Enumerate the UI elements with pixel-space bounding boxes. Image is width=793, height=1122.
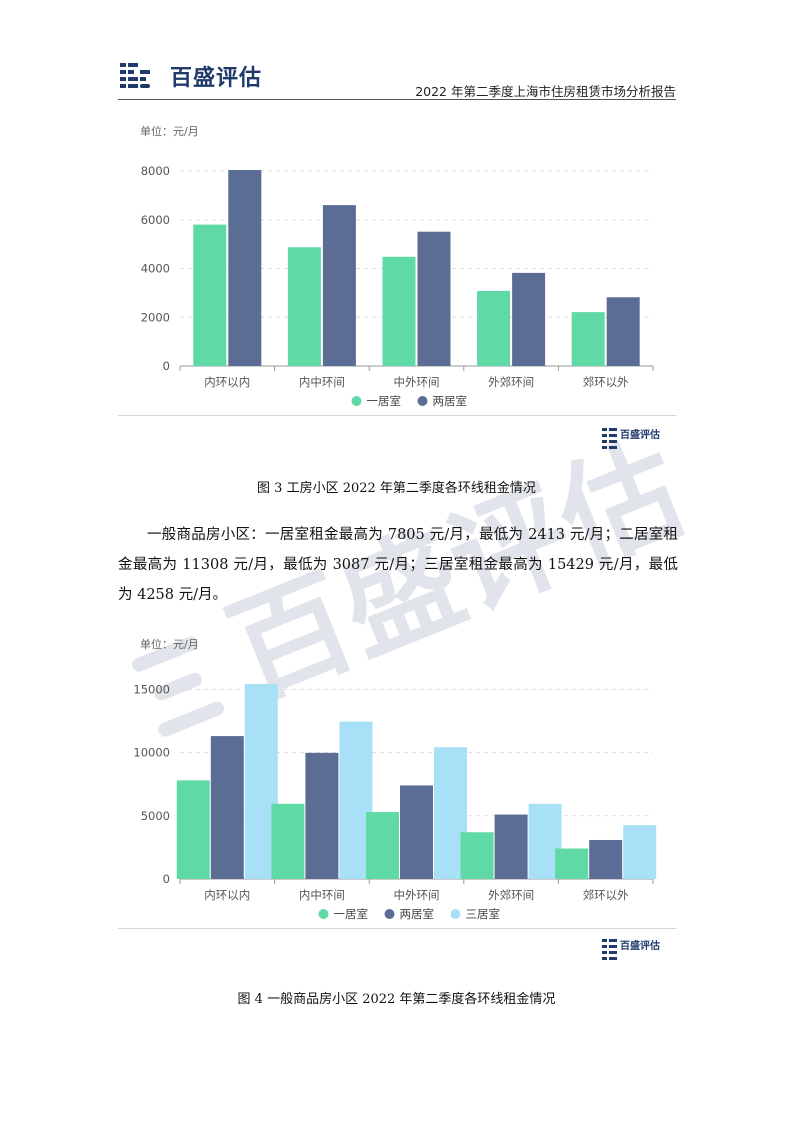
- legend-marker: [351, 396, 362, 406]
- chart-figure4-svg: 单位：元/月 0 5000 10000 15000 内环以内 内中环间 中外环间 外郊环间 郊环以…: [133, 637, 657, 921]
- x-tick-label: 郊环以外: [583, 375, 629, 389]
- company-logo: 百盛评估: [118, 60, 262, 92]
- bar: [366, 812, 399, 879]
- header-rule: [118, 99, 676, 100]
- figure3-caption: 图 3 工房小区 2022 年第二季度各环线租金情况: [257, 481, 536, 496]
- x-tick-label: 内环以内: [204, 888, 250, 902]
- bar: [555, 848, 589, 879]
- y-tick-label: 5000: [141, 809, 170, 823]
- x-tick-label: 内环以内: [204, 375, 250, 389]
- legend-marker: [384, 909, 395, 919]
- y-tick-label: 2000: [141, 310, 170, 324]
- mini-logo-text: 百盛评估: [620, 428, 660, 441]
- y-tick-label: 15000: [133, 682, 170, 696]
- chart-bottom-rule: [118, 415, 676, 416]
- mini-logo-icon: 百盛评估: [602, 939, 660, 960]
- bar: [193, 224, 227, 366]
- chart-figure4: 单位：元/月 0 5000 10000 15000 内环以内 内中环间 中外环间 外郊环间 郊环以…: [118, 628, 676, 968]
- bar: [400, 785, 433, 879]
- bar: [382, 256, 416, 366]
- bar: [417, 231, 451, 366]
- bar: [589, 839, 623, 879]
- report-title: 2022 年第二季度上海市住房租赁市场分析报告: [415, 84, 676, 99]
- bar: [460, 832, 494, 879]
- x-tick-label: 外郊环间: [488, 888, 534, 902]
- legend-label: 两居室: [433, 394, 468, 408]
- y-tick-label: 4000: [141, 262, 170, 276]
- unit-label: 单位：元/月: [140, 637, 199, 651]
- bar: [176, 780, 210, 879]
- x-tick-label: 内中环间: [299, 375, 345, 389]
- x-tick-label: 内中环间: [299, 888, 345, 902]
- bar: [606, 297, 640, 366]
- logo-mark-icon: [120, 63, 150, 88]
- bar: [210, 736, 244, 879]
- bar: [287, 247, 321, 366]
- bar: [228, 170, 262, 366]
- unit-label: 单位：元/月: [140, 124, 199, 138]
- legend-marker: [417, 396, 428, 406]
- mini-logo-icon: 百盛评估: [602, 428, 660, 449]
- legend-label: 两居室: [400, 907, 435, 921]
- bar: [305, 752, 339, 879]
- page-header: 百盛评估 2022 年第二季度上海市住房租赁市场分析报告: [118, 56, 676, 100]
- bar: [571, 312, 605, 366]
- x-tick-label: 郊环以外: [583, 888, 629, 902]
- legend-label: 一居室: [334, 907, 369, 921]
- y-tick-label: 8000: [141, 164, 170, 178]
- y-tick-label: 0: [163, 872, 170, 886]
- chart-figure3-svg: 单位：元/月 0 2000 4000 6000 8000 内环以内 内中环间 中外环间 外郊环间 郊…: [140, 124, 654, 408]
- legend-marker: [318, 909, 329, 919]
- body-paragraph: 一般商品房小区：一居室租金最高为 7805 元/月，最低为 2413 元/月；二…: [118, 527, 678, 603]
- y-tick-label: 0: [163, 359, 170, 373]
- mini-logo-text: 百盛评估: [620, 939, 660, 952]
- bar: [477, 290, 511, 366]
- figure4-caption: 图 4 一般商品房小区 2022 年第二季度各环线租金情况: [237, 992, 556, 1007]
- bar: [512, 272, 546, 366]
- y-tick-label: 10000: [133, 746, 170, 760]
- logo-text: 百盛评估: [170, 66, 263, 91]
- bar: [494, 814, 528, 879]
- legend-label: 一居室: [367, 394, 402, 408]
- x-tick-label: 外郊环间: [488, 375, 534, 389]
- bar: [271, 803, 305, 879]
- chart-bottom-rule: [118, 928, 676, 929]
- bar: [623, 825, 657, 879]
- y-tick-label: 6000: [141, 213, 170, 227]
- chart-figure3: 单位：元/月 0 2000 4000 6000 8000 内环以内 内中环间 中外环间 外郊环间 郊…: [118, 115, 676, 455]
- x-tick-label: 中外环间: [394, 375, 440, 389]
- legend-label: 三居室: [466, 907, 501, 921]
- x-tick-label: 中外环间: [394, 888, 440, 902]
- legend-marker: [450, 909, 461, 919]
- bar: [322, 205, 356, 366]
